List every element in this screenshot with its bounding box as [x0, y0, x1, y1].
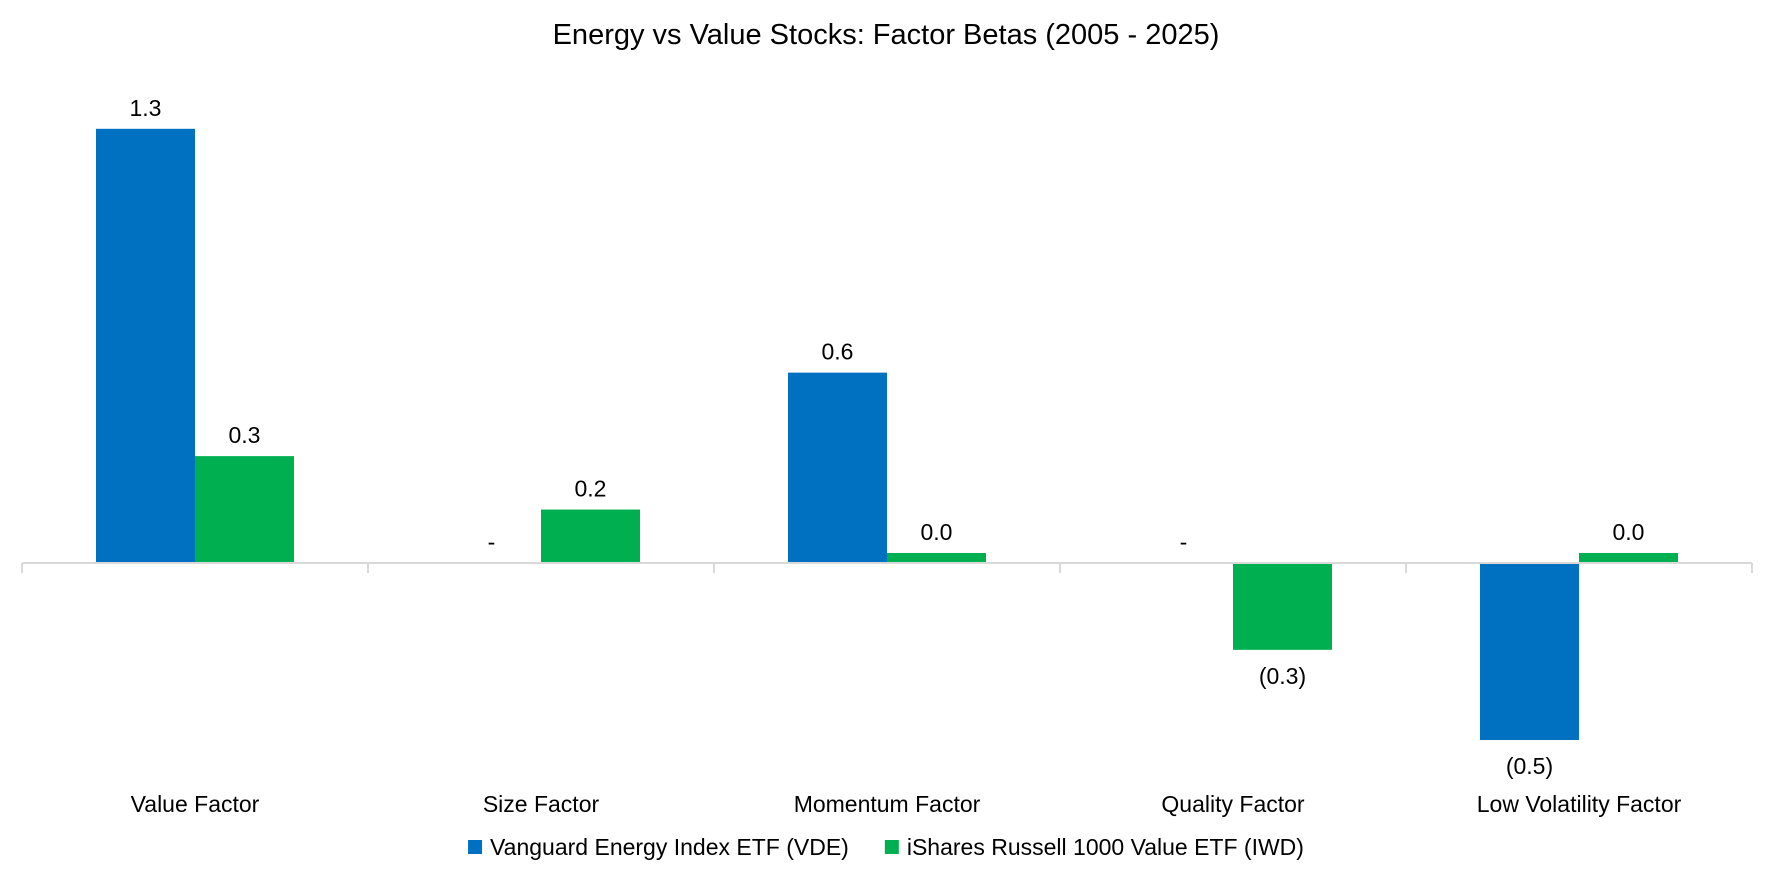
legend: Vanguard Energy Index ETF (VDE) iShares R… [468, 834, 1304, 860]
legend-item-vanguard-energy-index-etf-vde: Vanguard Energy Index ETF (VDE) [468, 834, 849, 860]
bar-vanguard-energy-index-etf-vde-momentum-factor [788, 372, 887, 563]
data-label-ishares-russell-1000-value-etf-iwd-low-volatility-factor: 0.0 [1613, 519, 1645, 545]
data-label-vanguard-energy-index-etf-vde-size-factor: - [488, 529, 496, 555]
data-label-ishares-russell-1000-value-etf-iwd-quality-factor: (0.3) [1259, 663, 1306, 689]
data-label-ishares-russell-1000-value-etf-iwd-size-factor: 0.2 [575, 476, 607, 502]
category-label-low-volatility-factor: Low Volatility Factor [1477, 791, 1682, 817]
bar-vanguard-energy-index-etf-vde-value-factor [96, 128, 195, 564]
data-label-vanguard-energy-index-etf-vde-low-volatility-factor: (0.5) [1506, 753, 1553, 779]
category-label-size-factor: Size Factor [483, 791, 600, 817]
data-label-vanguard-energy-index-etf-vde-quality-factor: - [1180, 529, 1188, 555]
data-label-vanguard-energy-index-etf-vde-momentum-factor: 0.6 [822, 339, 854, 365]
bars-layer [96, 128, 1678, 741]
data-label-ishares-russell-1000-value-etf-iwd-value-factor: 0.3 [229, 422, 261, 448]
data-label-ishares-russell-1000-value-etf-iwd-momentum-factor: 0.0 [921, 519, 953, 545]
legend-label: iShares Russell 1000 Value ETF (IWD) [907, 834, 1304, 860]
category-label-quality-factor: Quality Factor [1161, 791, 1304, 817]
bar-ishares-russell-1000-value-etf-iwd-quality-factor [1233, 563, 1332, 650]
bar-ishares-russell-1000-value-etf-iwd-momentum-factor [887, 552, 986, 563]
bar-ishares-russell-1000-value-etf-iwd-size-factor [541, 509, 640, 563]
legend-swatch [468, 840, 483, 854]
bar-vanguard-energy-index-etf-vde-low-volatility-factor [1480, 563, 1579, 741]
category-label-momentum-factor: Momentum Factor [794, 791, 981, 817]
data-labels: 1.3 0.3 Value Factor - 0.2 Size Factor 0.6 0.0 M… [130, 95, 1682, 817]
legend-item-ishares-russell-1000-value-etf-iwd: iShares Russell 1000 Value ETF (IWD) [884, 834, 1304, 860]
category-label-value-factor: Value Factor [131, 791, 260, 817]
bar-ishares-russell-1000-value-etf-iwd-value-factor [195, 456, 294, 563]
bar-ishares-russell-1000-value-etf-iwd-low-volatility-factor [1579, 552, 1678, 563]
data-label-vanguard-energy-index-etf-vde-value-factor: 1.3 [130, 95, 162, 121]
legend-swatch [884, 840, 899, 854]
x-axis [21, 562, 1753, 573]
legend-label: Vanguard Energy Index ETF (VDE) [490, 834, 849, 860]
chart-title: Energy vs Value Stocks: Factor Betas (20… [553, 19, 1220, 51]
